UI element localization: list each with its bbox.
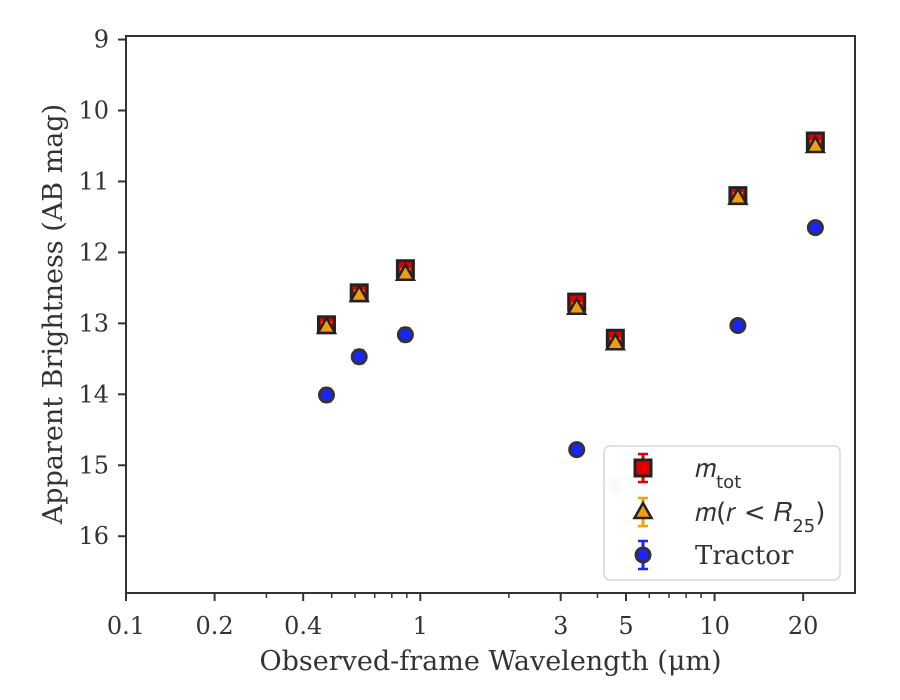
- data-point-marker: [604, 331, 626, 351]
- plot-area: [125, 35, 856, 594]
- data-point-marker: [727, 186, 749, 206]
- data-point-marker: [634, 546, 652, 564]
- data-point-2-1: [350, 348, 368, 366]
- legend-item-2: Tractor: [634, 539, 794, 571]
- x-tick-label: 0.4: [284, 612, 322, 640]
- x-axis-label: Observed-frame Wavelength (μm): [259, 646, 721, 677]
- data-point-marker: [396, 326, 414, 344]
- y-tick-label: 11: [78, 167, 109, 195]
- data-point-marker: [566, 296, 588, 316]
- y-tick-label: 9: [94, 26, 109, 54]
- y-tick-label: 13: [78, 309, 109, 337]
- data-point-2-3: [568, 441, 586, 459]
- data-point-1-4: [604, 331, 626, 351]
- plot-frame: [125, 35, 856, 594]
- x-tick-label: 10: [699, 612, 730, 640]
- data-point-1-6: [804, 134, 827, 154]
- data-point-2-6: [806, 219, 824, 237]
- data-point-marker: [348, 283, 370, 303]
- data-point-marker: [804, 134, 827, 154]
- y-tick-label: 14: [78, 380, 109, 408]
- x-tick-label: 5: [618, 612, 633, 640]
- x-tick-label: 0.1: [107, 612, 145, 640]
- y-axis: 9 10 11 12 13 14 15 16: [78, 26, 126, 550]
- data-point-1-1: [348, 283, 370, 303]
- legend-item-1: 𝑚(𝑟 < 𝑅25): [632, 496, 825, 537]
- data-point-marker: [568, 441, 586, 459]
- x-tick-label: 1: [413, 612, 428, 640]
- data-point-1-2: [394, 262, 417, 281]
- y-axis-label: Apparent Brightness (AB mag): [38, 104, 69, 525]
- y-tick-label: 15: [78, 451, 109, 479]
- y-tick-label: 16: [78, 522, 109, 550]
- data-point-1-0: [315, 315, 338, 335]
- data-point-2-5: [729, 316, 747, 334]
- data-point-2-0: [317, 386, 335, 404]
- data-point-marker: [632, 500, 654, 520]
- x-tick-label: 20: [788, 612, 819, 640]
- x-tick-label: 0.2: [196, 612, 234, 640]
- series-1: [315, 134, 827, 351]
- legend-label-2: Tractor: [695, 541, 794, 571]
- data-point-marker: [394, 262, 417, 281]
- x-tick-label: 3: [553, 612, 568, 640]
- x-axis: 0.1 0.2 0.4 1 3 5 10 20: [107, 593, 819, 640]
- data-point-marker: [315, 315, 338, 335]
- y-tick-label: 10: [78, 97, 109, 125]
- legend-box: [603, 445, 841, 581]
- y-tick-label: 12: [78, 238, 109, 266]
- data-point-marker: [633, 458, 653, 478]
- data-point-marker: [806, 219, 824, 237]
- data-point-marker: [729, 316, 747, 334]
- data-point-marker: [317, 386, 335, 404]
- data-point-1-5: [727, 186, 749, 206]
- legend-label-1: 𝑚(𝑟 < 𝑅25): [695, 498, 825, 537]
- data-point-2-2: [396, 326, 414, 344]
- data-point-marker: [350, 348, 368, 366]
- data-point-1-3: [566, 296, 588, 316]
